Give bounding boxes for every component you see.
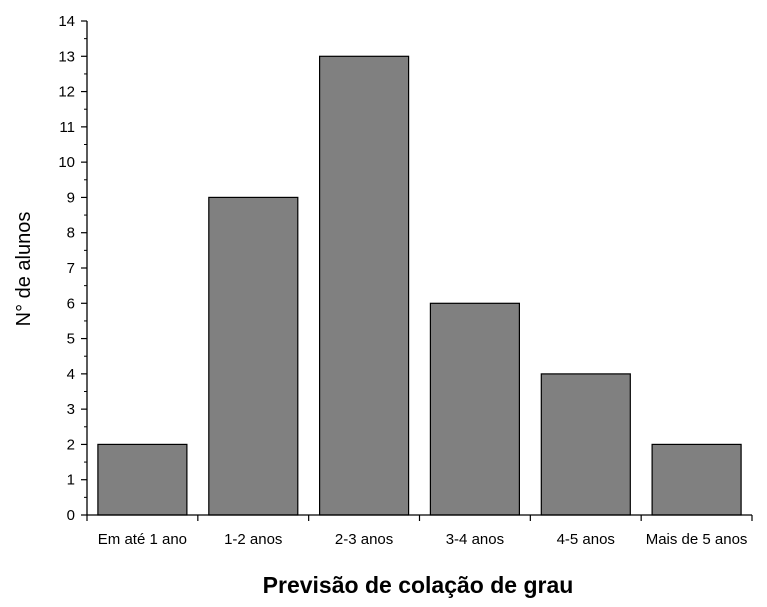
bar-1 (208, 196, 299, 516)
y-tick-label-9: 9 (67, 189, 75, 206)
y-tick-label-3: 3 (67, 401, 75, 418)
x-axis: Em até 1 ano 1-2 anos 2-3 anos 3-4 anos 4-5 … (86, 514, 753, 548)
bar-3 (429, 302, 520, 516)
y-tick-label-10: 10 (58, 154, 75, 171)
y-tick-label-6: 6 (67, 295, 75, 312)
x-tick-label-3: 3-4 anos (446, 531, 504, 548)
y-tick-label-5: 5 (67, 331, 75, 348)
bars-group (97, 55, 742, 516)
bar-4 (540, 373, 631, 516)
y-tick-label-1: 1 (67, 472, 75, 489)
bar-2 (319, 55, 410, 516)
y-tick-label-13: 13 (58, 48, 75, 65)
x-tick-label-0: Em até 1 ano (98, 531, 187, 548)
bar-5 (651, 443, 742, 516)
y-tick-label-14: 14 (58, 13, 75, 30)
y-tick-label-4: 4 (67, 366, 75, 383)
y-tick-label-8: 8 (67, 225, 75, 242)
x-tick-label-2: 2-3 anos (335, 531, 393, 548)
x-tick-label-1: 1-2 anos (224, 531, 282, 548)
y-axis-label: N° de alunos (13, 212, 35, 327)
y-tick-label-11: 11 (59, 119, 75, 136)
y-tick-label-2: 2 (67, 436, 75, 453)
y-tick-label-12: 12 (58, 84, 75, 101)
y-tick-label-0: 0 (67, 507, 75, 524)
x-tick-label-5: Mais de 5 anos (646, 531, 748, 548)
y-tick-label-7: 7 (67, 260, 75, 277)
x-axis-label: Previsão de colação de grau (263, 572, 574, 598)
bar-0 (97, 443, 188, 516)
x-tick-label-4: 4-5 anos (557, 531, 615, 548)
